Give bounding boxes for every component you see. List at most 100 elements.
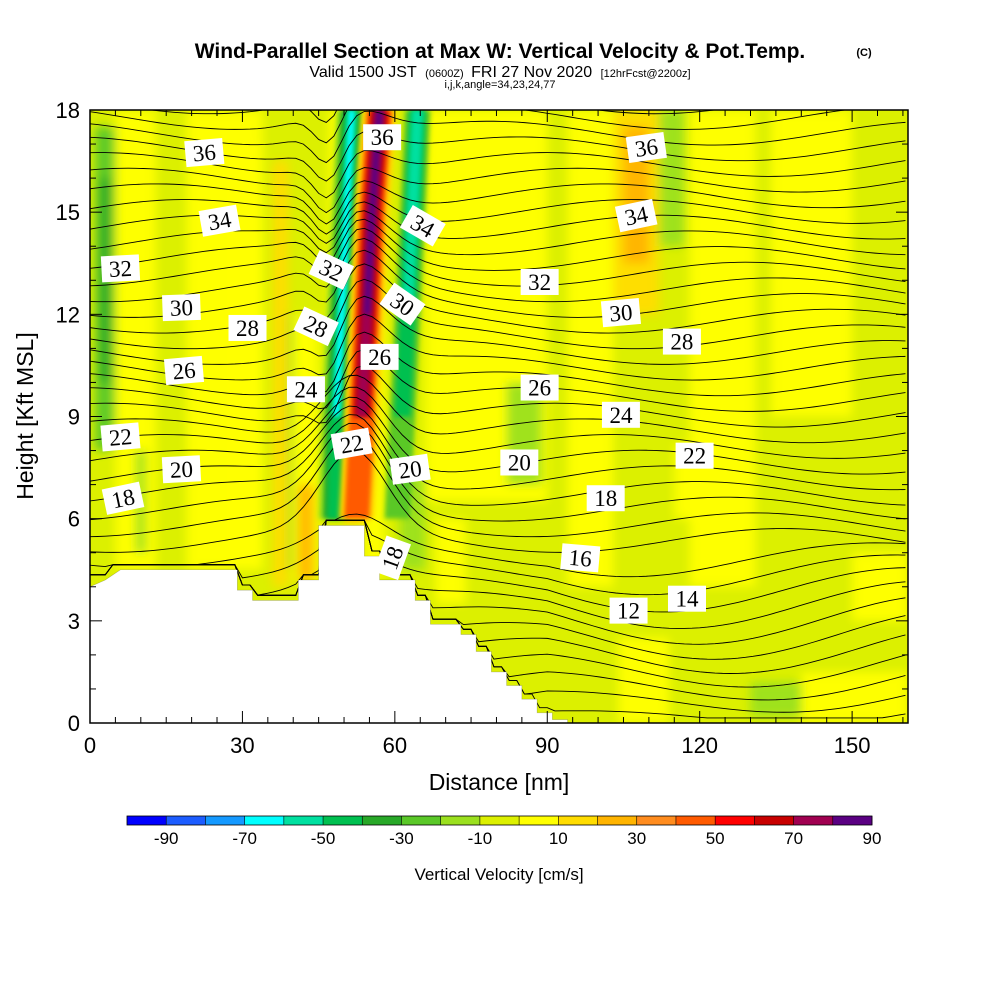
theta-contour-line	[90, 110, 906, 164]
theta-label-box	[101, 481, 145, 515]
theta-contour-line	[90, 218, 906, 271]
copyright-mark: (C)	[856, 47, 872, 59]
theta-contours	[90, 110, 906, 719]
colorbar-segment	[127, 816, 167, 825]
theta-label-text: 22	[683, 444, 706, 469]
colorbar-segment	[166, 816, 206, 825]
theta-label: 12	[609, 597, 648, 624]
terrain-outline	[90, 525, 908, 723]
theta-label-text: 32	[108, 256, 132, 282]
theta-label: 34	[198, 204, 241, 237]
theta-label-box	[614, 198, 658, 233]
field-cell	[618, 637, 670, 723]
theta-label: 36	[184, 137, 225, 168]
field-cell	[288, 314, 294, 570]
theta-label-box	[198, 204, 241, 237]
theta-label-box	[662, 328, 701, 355]
colorbar: -90 -70 -50 -30 -10 10 30 50 70 90	[126, 815, 881, 848]
y-tick-label: 9	[68, 405, 80, 430]
theta-label-text: 24	[609, 403, 633, 428]
theta-label-box	[363, 124, 402, 151]
theta-label-box	[228, 314, 267, 341]
theta-label-box	[330, 427, 373, 460]
colorbar-tick-label: 10	[549, 829, 568, 848]
terrain-mask	[90, 525, 908, 723]
theta-label-box	[520, 268, 559, 295]
theta-label-text: 36	[192, 140, 217, 167]
theta-label-box	[667, 585, 706, 612]
x-tick-label: 0	[84, 733, 96, 758]
colorbar-segment	[597, 816, 638, 825]
theta-contour-line	[90, 295, 906, 365]
theta-label-box	[609, 597, 648, 624]
theta-label: 24	[601, 401, 640, 428]
theta-label-text: 22	[108, 424, 133, 451]
subtitle-valid: Valid 1500 JST	[309, 64, 417, 81]
theta-label-box	[161, 455, 202, 484]
theta-label-text: 12	[617, 599, 640, 624]
theta-contour-line	[90, 405, 906, 491]
theta-label-box	[286, 376, 325, 403]
theta-contour-line	[90, 263, 906, 334]
theta-label-text: 14	[675, 587, 699, 612]
updraft-band-core	[363, 110, 383, 315]
colorbar-segment	[715, 816, 755, 825]
colorbar-segment	[244, 816, 285, 825]
theta-label: 28	[662, 328, 701, 355]
y-axis-title: Height [Kft MSL]	[12, 332, 38, 499]
colorbar-tick-label: -10	[468, 829, 493, 848]
field-cell	[272, 161, 289, 587]
theta-contour-line	[90, 167, 906, 214]
colorbar-frame	[126, 815, 873, 826]
theta-label-box	[399, 205, 446, 247]
theta-label: 18	[101, 481, 145, 515]
theta-label-box	[184, 137, 225, 168]
theta-label-text: 36	[633, 134, 659, 162]
colorbar-tick-label: 70	[784, 829, 803, 848]
x-tick-label: 30	[230, 733, 254, 758]
theta-contour-line	[90, 365, 906, 428]
theta-label-text: 34	[206, 207, 233, 236]
colorbar-tick-label: -30	[389, 829, 414, 848]
theta-label-box	[100, 422, 141, 452]
theta-contour-line	[90, 180, 906, 225]
theta-label: 20	[161, 455, 202, 484]
colorbar-segment	[519, 816, 559, 825]
field-cell	[298, 484, 314, 580]
theta-label-text: 22	[338, 430, 365, 459]
theta-label: 16	[560, 543, 601, 573]
colorbar-tick-label: -50	[311, 829, 336, 848]
theta-contour-line	[90, 513, 906, 578]
colorbar-segment	[793, 816, 834, 825]
theta-label-text: 26	[368, 345, 391, 370]
theta-label-text: 28	[236, 316, 259, 341]
field-cell	[801, 671, 908, 723]
theta-contour-line	[90, 110, 849, 144]
theta-contour-line	[90, 331, 906, 397]
theta-label: 22	[100, 422, 141, 452]
theta-label-box	[500, 449, 539, 476]
theta-contour-line	[90, 386, 906, 459]
colorbar-segment	[440, 816, 481, 825]
theta-label-box	[625, 131, 667, 163]
theta-contour-line	[90, 227, 906, 287]
theta-label: 22	[330, 427, 373, 460]
subtitle-forecast: [12hrFcst@2200z]	[601, 68, 691, 80]
x-tick-label: 120	[681, 733, 718, 758]
theta-label-text: 26	[171, 358, 196, 385]
theta-label-text: 30	[608, 300, 633, 327]
theta-label: 20	[500, 449, 539, 476]
y-tick-label: 3	[68, 609, 80, 634]
theta-label: 20	[389, 453, 431, 485]
theta-label-text: 24	[294, 377, 318, 402]
theta-contour-line	[90, 249, 906, 318]
colorbar-tick-label: -70	[232, 829, 257, 848]
x-axis-title: Distance [nm]	[429, 769, 570, 795]
colorbar-segment	[558, 816, 598, 825]
theta-label-box	[389, 453, 431, 485]
theta-label-text: 32	[528, 270, 551, 295]
theta-contour-line	[90, 313, 906, 381]
colorbar-tick-label: 50	[706, 829, 725, 848]
theta-contour-line	[90, 434, 906, 538]
colorbar-segment	[401, 816, 442, 825]
